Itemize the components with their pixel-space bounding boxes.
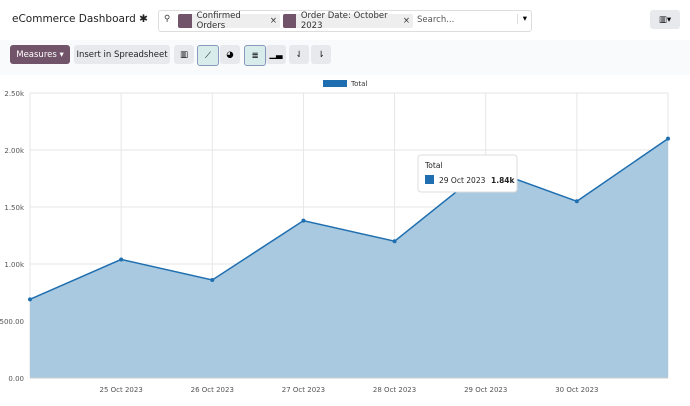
search-dropdown[interactable]: ▾ bbox=[516, 14, 527, 24]
facet[interactable]: Order Date: October 2023 × bbox=[283, 11, 413, 31]
tooltip-value: 1.84k bbox=[491, 176, 516, 185]
y-tick-label: 2.00k bbox=[4, 147, 25, 155]
stacked-button[interactable]: ≣ bbox=[244, 45, 266, 66]
insert-button[interactable]: Insert in Spreadsheet bbox=[74, 45, 170, 64]
sort-desc-button[interactable]: ⇃ bbox=[289, 45, 309, 64]
x-tick-label: 30 Oct 2023 bbox=[555, 386, 598, 394]
toolbar: Measures ▾ Insert in Spreadsheet ▥ ⟋ ◕ ≣… bbox=[0, 40, 690, 75]
tooltip-date: 29 Oct 2023 bbox=[439, 176, 486, 185]
pie-chart-button[interactable]: ◕ bbox=[220, 45, 240, 64]
line bbox=[29, 137, 669, 301]
point bbox=[392, 239, 397, 244]
y-tick-label: 0.00 bbox=[8, 375, 24, 383]
y-tick-label: 1.50k bbox=[4, 204, 25, 212]
sort-asc-button[interactable]: ⇂ bbox=[311, 45, 331, 64]
tooltip-title: Total bbox=[424, 161, 443, 170]
point bbox=[574, 199, 579, 204]
tooltip: Total 29 Oct 2023 1.84k bbox=[417, 154, 518, 193]
y-tick-label: 2.50k bbox=[4, 90, 25, 98]
measures-button[interactable]: Measures ▾ bbox=[10, 45, 70, 64]
area bbox=[30, 138, 668, 378]
x-tick-label: 29 Oct 2023 bbox=[464, 386, 507, 394]
header: eCommerce Dashboard ✱ ⚲ Confirmed Orders… bbox=[0, 0, 690, 41]
measures-label: Measures bbox=[16, 49, 57, 60]
dashboard-title: eCommerce Dashboard ✱ bbox=[12, 13, 148, 25]
legend-swatch bbox=[323, 80, 347, 87]
cumulative-button[interactable]: ▁▃ bbox=[266, 45, 286, 64]
point bbox=[28, 297, 32, 302]
title-text: eCommerce Dashboard bbox=[12, 13, 136, 25]
point bbox=[666, 136, 670, 141]
x-tick-label: 26 Oct 2023 bbox=[191, 386, 234, 394]
x-tick-label: 28 Oct 2023 bbox=[373, 386, 416, 394]
y-tick-label: 1.00k bbox=[4, 261, 25, 269]
point bbox=[301, 218, 306, 223]
y-tick-label: 500.00 bbox=[0, 318, 24, 326]
bar-chart-button[interactable]: ▥ bbox=[174, 45, 194, 64]
facet-label: Order Date: October 2023 bbox=[300, 11, 388, 31]
insert-label: Insert in Spreadsheet bbox=[76, 49, 168, 60]
line-chart-button[interactable]: ⟋ bbox=[197, 45, 219, 66]
tooltip-swatch bbox=[425, 175, 434, 184]
chart: Total 0.00 500.00 1.00k 1.50k 2.00k 2.50k 25 Oc… bbox=[0, 80, 670, 394]
search-box[interactable]: ⚲ Confirmed Orders × Order Date: October … bbox=[158, 10, 532, 32]
tooltip-box bbox=[417, 154, 518, 193]
view-switcher[interactable]: ▥▾ bbox=[650, 10, 680, 29]
x-tick-label: 27 Oct 2023 bbox=[282, 386, 325, 394]
facet[interactable]: Confirmed Orders × bbox=[178, 11, 280, 31]
facet-label: Confirmed Orders bbox=[196, 11, 241, 31]
point bbox=[210, 277, 215, 282]
point bbox=[119, 257, 124, 262]
legend-label: Total bbox=[350, 80, 367, 88]
search-icon: ⚲ bbox=[164, 14, 171, 24]
search-placeholder: Search... bbox=[417, 15, 455, 25]
x-tick-label: 25 Oct 2023 bbox=[100, 386, 143, 394]
